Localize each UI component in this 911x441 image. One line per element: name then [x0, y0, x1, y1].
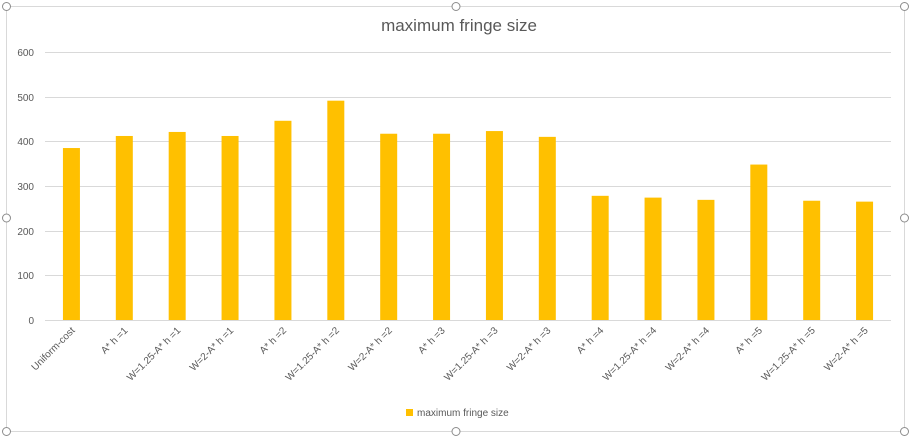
resize-handle-bottom-left[interactable]: [2, 427, 11, 436]
bar[interactable]: [115, 135, 133, 320]
y-tick-label: 200: [17, 227, 34, 238]
bar[interactable]: [168, 131, 186, 320]
resize-handle-middle-left[interactable]: [2, 213, 11, 223]
y-axis-tick-labels: 0 100 200 300 400 500 600: [17, 48, 34, 327]
bar[interactable]: [538, 136, 556, 320]
legend[interactable]: maximum fringe size: [406, 408, 509, 419]
resize-handle-top-left[interactable]: [2, 2, 11, 11]
bar[interactable]: [697, 199, 715, 320]
bar[interactable]: [221, 135, 239, 320]
y-tick-label: 400: [17, 137, 34, 148]
series-bars: [62, 100, 874, 320]
bar[interactable]: [856, 201, 874, 320]
chart-title[interactable]: maximum fringe size: [381, 16, 537, 35]
bar[interactable]: [750, 164, 768, 320]
bar[interactable]: [433, 133, 451, 320]
y-tick-label: 300: [17, 182, 34, 193]
bar[interactable]: [62, 148, 80, 320]
resize-handle-bottom-right[interactable]: [900, 427, 909, 436]
y-tick-label: 100: [17, 271, 34, 282]
bar[interactable]: [380, 133, 398, 320]
y-tick-label: 0: [28, 316, 34, 327]
resize-handle-middle-right[interactable]: [900, 213, 909, 223]
resize-handle-bottom-center[interactable]: [451, 427, 461, 436]
y-tick-label: 600: [17, 48, 34, 59]
legend-swatch: [406, 409, 413, 416]
resize-handle-top-right[interactable]: [900, 2, 909, 11]
bar[interactable]: [485, 131, 503, 320]
bar[interactable]: [274, 120, 292, 320]
bar[interactable]: [327, 100, 345, 320]
bar[interactable]: [644, 197, 662, 320]
resize-handle-top-center[interactable]: [451, 2, 461, 11]
legend-entry-label: maximum fringe size: [417, 408, 509, 419]
bar[interactable]: [803, 200, 821, 320]
gridlines: [45, 52, 891, 321]
y-tick-label: 500: [17, 93, 34, 104]
bar[interactable]: [591, 195, 609, 320]
